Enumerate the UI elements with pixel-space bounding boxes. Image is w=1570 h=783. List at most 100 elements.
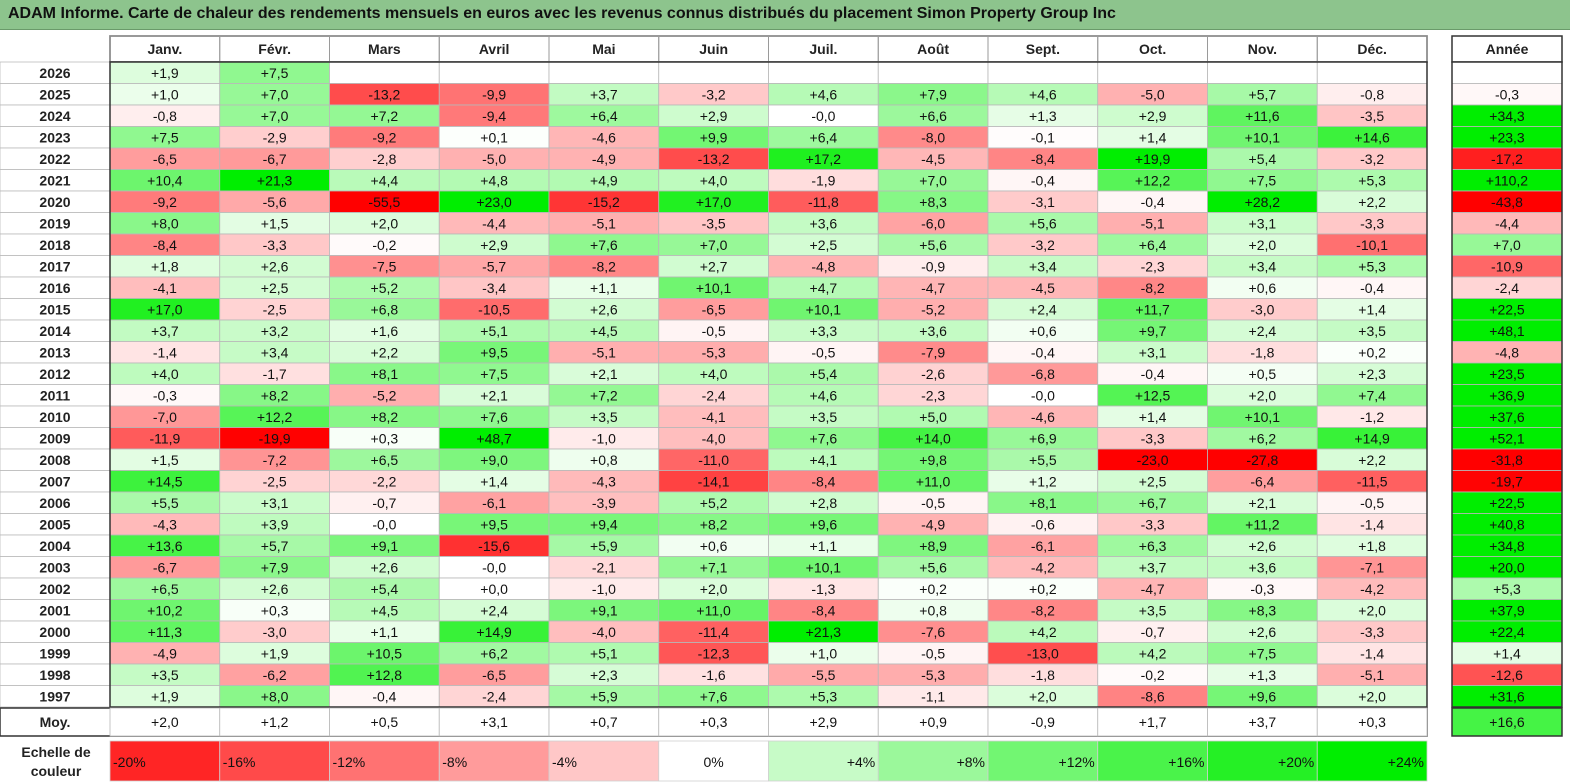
heat-cell-value: -4,2 (1360, 581, 1384, 597)
heat-cell-value: +8,2 (700, 517, 728, 533)
heat-cell-value: +4,0 (700, 366, 728, 382)
scale-swatch (109, 740, 221, 782)
year-label: 2010 (39, 409, 70, 425)
heat-cell-value: -23,0 (1137, 452, 1169, 468)
heat-cell-value: +2,0 (1249, 237, 1277, 253)
heat-cell-value: -1,1 (921, 689, 945, 705)
heat-cell-value: +1,1 (590, 280, 618, 296)
heat-cell-value: -6,4 (1250, 474, 1274, 490)
heat-cell-value: -6,7 (153, 560, 177, 576)
heat-cell-value: +0,2 (919, 581, 947, 597)
heat-cell-value: +2,0 (700, 581, 728, 597)
scale-swatch (548, 740, 660, 782)
heat-cell-value: +1,4 (480, 474, 508, 490)
heat-cell-value: +3,1 (1249, 216, 1277, 232)
year-label: 2006 (39, 495, 70, 511)
heat-cell-value: +8,2 (261, 388, 289, 404)
heat-cell-value: +1,3 (1029, 108, 1057, 124)
month-header: Déc. (1357, 41, 1387, 57)
heat-cell-value: -0,5 (811, 345, 835, 361)
heat-cell-value: +11,2 (1245, 517, 1280, 533)
heat-cell-value: +5,9 (590, 538, 618, 554)
heat-cell-value: -1,6 (702, 667, 726, 683)
heat-cell-value: -0,0 (482, 560, 506, 576)
heat-cell-value: +14,9 (476, 624, 512, 640)
heat-cell-value: +11,7 (1135, 302, 1170, 318)
heat-cell-value: +6,4 (1139, 237, 1167, 253)
heat-cell-value: +2,3 (590, 667, 618, 683)
scale-swatch-label: +20% (1278, 754, 1314, 770)
heat-cell-value: +1,0 (810, 646, 838, 662)
average-cell (987, 707, 1099, 737)
heat-cell-value: +1,4 (1139, 130, 1167, 146)
scale-swatch-label: +16% (1168, 754, 1204, 770)
heat-cell-value: +8,9 (919, 538, 947, 554)
heat-cell-value: -4,1 (153, 280, 177, 296)
heat-cell-value: -1,4 (153, 345, 177, 361)
heat-cell-value: -4,5 (921, 151, 945, 167)
heat-cell-value: -4,7 (1141, 581, 1165, 597)
heat-cell-value: +2,8 (810, 495, 838, 511)
year-total-value: +34,3 (1489, 108, 1525, 124)
heat-cell-value: +4,5 (590, 323, 618, 339)
heat-cell-value: +4,6 (810, 388, 838, 404)
heat-cell-value: -3,2 (1031, 237, 1055, 253)
average-cell (877, 707, 989, 737)
heat-cell-value: -3,3 (1360, 624, 1384, 640)
heat-cell-value: +7,4 (1358, 388, 1386, 404)
year-label: 2015 (39, 302, 70, 318)
heat-cell-value: +11,6 (1245, 108, 1280, 124)
heat-cell-value: +0,8 (590, 452, 618, 468)
year-total-value: +5,3 (1493, 581, 1521, 597)
average-cell (438, 707, 550, 737)
heat-cell-value: +1,9 (261, 646, 289, 662)
month-header: Févr. (258, 41, 291, 57)
heat-cell-value: +2,0 (1029, 689, 1057, 705)
heat-cell-value: -4,9 (921, 517, 945, 533)
heat-cell-value: -6,5 (702, 302, 726, 318)
heat-cell-value: +3,5 (151, 667, 179, 683)
heat-cell-value: +9,1 (590, 603, 618, 619)
year-label: 2022 (39, 151, 70, 167)
year-label: 2003 (39, 560, 70, 576)
heat-cell-value: +0,2 (1358, 345, 1386, 361)
heat-cell-value: -5,6 (263, 194, 287, 210)
heat-cell-value: +6,5 (371, 452, 399, 468)
heat-cell-value: +10,4 (147, 173, 183, 189)
heat-cell-value: -4,6 (592, 130, 616, 146)
average-label: Moy. (40, 714, 71, 730)
heat-cell-value: +10,2 (147, 603, 183, 619)
heat-cell-value: +4,8 (480, 173, 508, 189)
heat-cell-value: +1,9 (151, 65, 179, 81)
heat-cell-value: -7,0 (153, 409, 177, 425)
heat-cell-value: +21,3 (257, 173, 293, 189)
heat-cell-value: +2,5 (810, 237, 838, 253)
heat-cell-value: +4,9 (590, 173, 618, 189)
heat-cell-value: -11,4 (698, 624, 729, 640)
heat-cell-value: +9,5 (480, 517, 508, 533)
heat-cell-value: -0,5 (921, 495, 945, 511)
heat-cell-value: -6,2 (263, 667, 287, 683)
year-total-value: +36,9 (1489, 388, 1525, 404)
year-label: 2011 (40, 388, 71, 404)
heat-cell-value: +6,6 (919, 108, 947, 124)
scale-swatch (1207, 740, 1318, 782)
heat-cell-value: +2,0 (371, 216, 399, 232)
year-total-value: -12,6 (1491, 667, 1523, 683)
heat-cell-value: -0,2 (372, 237, 396, 253)
heat-cell-value: -1,9 (811, 173, 835, 189)
heat-cell-value: -4,3 (153, 517, 177, 533)
heat-cell-value: +4,6 (810, 87, 838, 103)
heatmap-frame (109, 61, 1428, 708)
heat-cell-value: -13,0 (1027, 646, 1059, 662)
heat-cell-value: -13,2 (368, 87, 400, 103)
heat-cell-value: -3,3 (1360, 216, 1384, 232)
heat-cell (1316, 61, 1428, 84)
heat-cell-value: -4,2 (1031, 560, 1055, 576)
heat-cell-value: +0,3 (371, 431, 399, 447)
heat-cell-value: +2,0 (1358, 689, 1386, 705)
year-label: 2008 (39, 452, 70, 468)
heat-cell-value: +17,2 (806, 151, 842, 167)
heat-cell-value: +7,2 (590, 388, 618, 404)
